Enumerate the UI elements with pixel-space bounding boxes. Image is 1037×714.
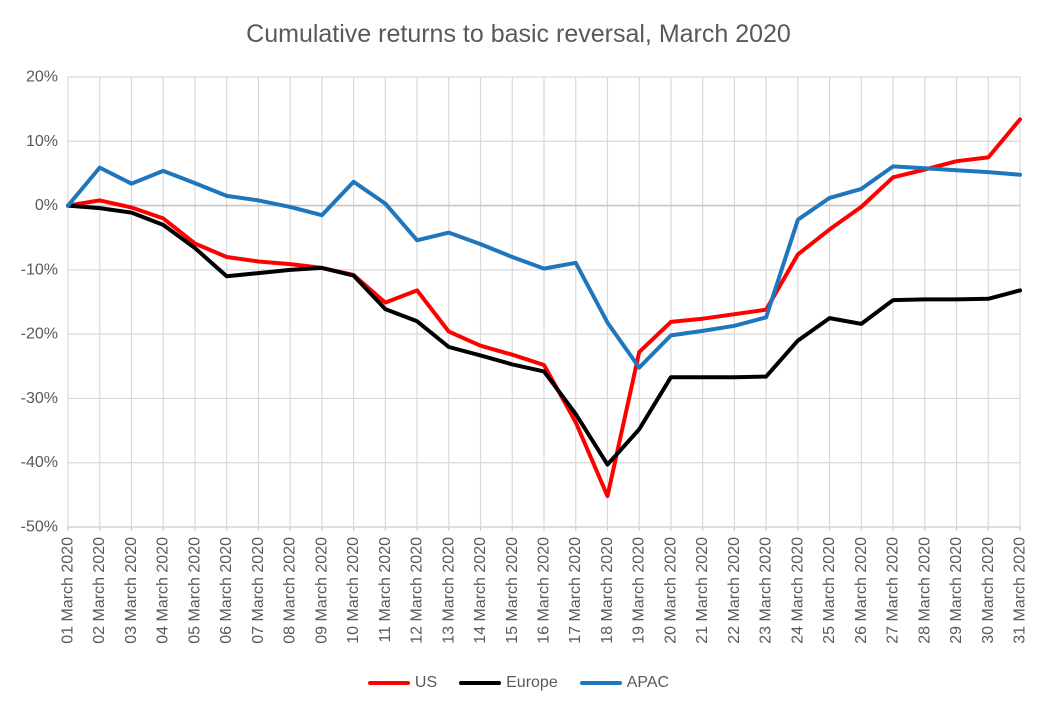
x-tick-label: 10 March 2020 [345, 537, 362, 644]
plot-area: 20% 10% 0% -10% -20% -30% -40% -50%01 March 202… [21, 69, 1029, 644]
x-tick-label: 31 March 2020 [1012, 537, 1029, 644]
x-tick-label: 29 March 2020 [948, 537, 965, 644]
x-tick-label: 16 March 2020 [536, 537, 553, 644]
x-tick-label: 03 March 2020 [123, 537, 140, 644]
x-tick-label: 04 March 2020 [155, 537, 172, 644]
axes [67, 526, 1021, 531]
x-tick-label: 12 March 2020 [409, 537, 426, 644]
legend-label: Europe [506, 674, 558, 691]
x-tick-label: 18 March 2020 [599, 537, 616, 644]
series-line-us [66, 117, 1022, 499]
series-line-apac [66, 164, 1022, 370]
x-tick-label: 20 March 2020 [662, 537, 679, 644]
x-tick-label: 19 March 2020 [631, 537, 648, 644]
axis-labels: 20% 10% 0% -10% -20% -30% -40% -50%01 March 202… [21, 69, 1029, 644]
x-tick-label: 24 March 2020 [789, 537, 806, 644]
x-tick-label: 27 March 2020 [885, 537, 902, 644]
legend-swatch-apac [579, 680, 622, 686]
y-tick-label: 0% [35, 197, 58, 214]
x-tick-label: 07 March 2020 [250, 537, 267, 644]
x-tick-label: 25 March 2020 [821, 537, 838, 644]
x-tick-label: 21 March 2020 [694, 537, 711, 644]
legend-item-apac: APAC [579, 674, 670, 692]
x-tick-label: 17 March 2020 [567, 537, 584, 644]
legend-swatch-europe [459, 680, 502, 686]
y-tick-label: 20% [26, 69, 58, 86]
series-line-europe [66, 203, 1022, 467]
x-tick-label: 09 March 2020 [313, 537, 330, 644]
legend-item-europe: Europe [459, 674, 558, 692]
x-tick-label: 05 March 2020 [186, 537, 203, 644]
x-tick-label: 30 March 2020 [980, 537, 997, 644]
x-tick-label: 23 March 2020 [758, 537, 775, 644]
x-tick-label: 13 March 2020 [440, 537, 457, 644]
x-tick-label: 01 March 2020 [60, 537, 77, 644]
legend-swatch-us [367, 680, 410, 686]
x-tick-label: 22 March 2020 [726, 537, 743, 644]
chart-title: Cumulative returns to basic reversal, Ma… [246, 20, 791, 48]
x-tick-label: 28 March 2020 [916, 537, 933, 644]
y-tick-label: -50% [21, 519, 58, 536]
legend-label: US [414, 674, 438, 691]
x-tick-label: 06 March 2020 [218, 537, 235, 644]
x-tick-label: 08 March 2020 [282, 537, 299, 644]
y-tick-label: -20% [21, 326, 58, 343]
y-tick-label: 10% [26, 133, 58, 150]
x-tick-label: 11 March 2020 [377, 537, 394, 643]
x-tick-label: 02 March 2020 [91, 537, 108, 644]
x-tick-label: 26 March 2020 [853, 537, 870, 644]
y-tick-label: -40% [21, 454, 58, 471]
y-tick-label: -30% [21, 390, 58, 407]
series-lines [66, 117, 1022, 499]
x-tick-label: 15 March 2020 [504, 537, 521, 644]
legend-item-us: US [367, 674, 438, 692]
y-tick-label: -10% [21, 261, 58, 278]
legend: US Europe APAC [0, 674, 1037, 692]
gridlines [67, 76, 1021, 528]
x-tick-label: 14 March 2020 [472, 537, 489, 644]
legend-label: APAC [626, 674, 670, 691]
